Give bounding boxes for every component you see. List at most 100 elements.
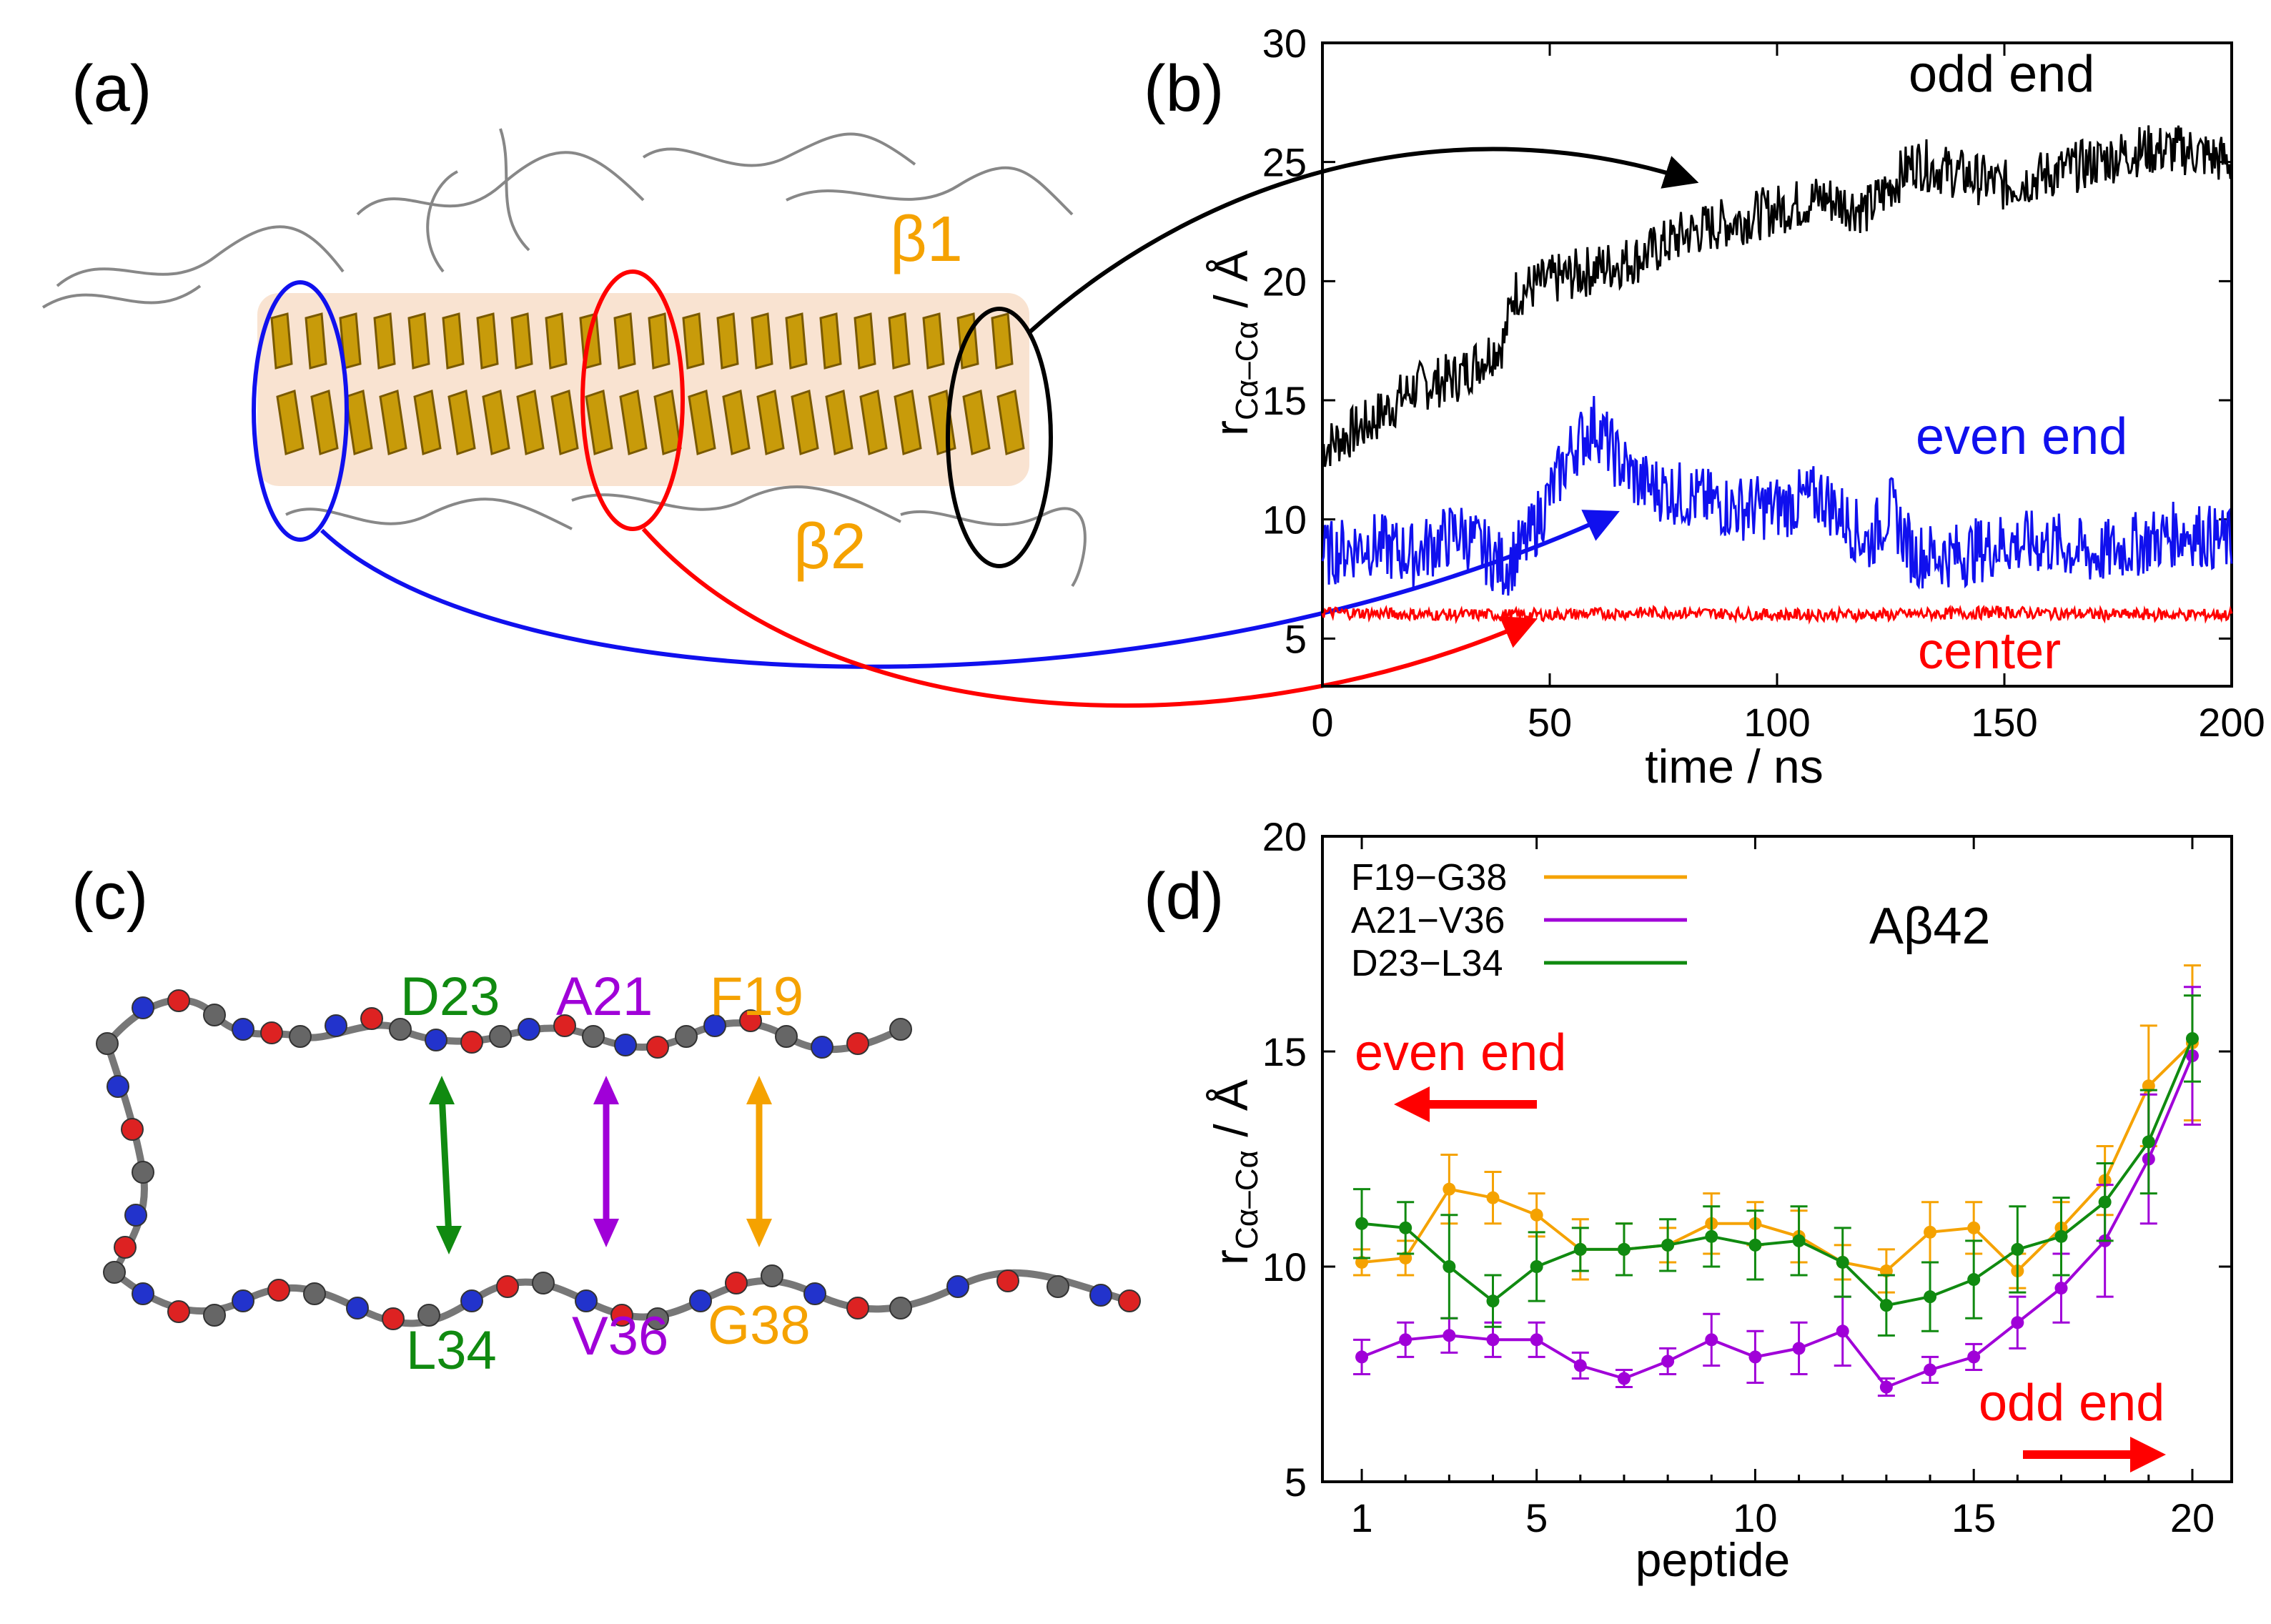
chart-d-point-D23-L34 [1836, 1255, 1849, 1269]
svg-text:rCα–Cα / Å: rCα–Cα / Å [1204, 1079, 1265, 1265]
chart-b-ylabel-sub: Cα–Cα [1229, 321, 1265, 420]
beta1-strand [854, 312, 876, 370]
odd-end-ellipse [946, 307, 1053, 568]
legend-f19-g38: F19−G38 [1351, 857, 1507, 898]
beta2-strand [310, 390, 339, 455]
backbone-atom [389, 1018, 412, 1041]
backbone-atom [425, 1029, 447, 1051]
chart-d-point-A21-V36 [1399, 1333, 1412, 1347]
chart-d-ylabel-unit: / Å [1204, 1079, 1257, 1150]
chart-b: 0 50 100 150 200 5 10 15 20 25 30 time / ns [1262, 21, 2265, 793]
coil-tangles [41, 128, 1087, 588]
residue-l34: L34 [406, 1320, 497, 1381]
chart-d-ytick-label: 5 [1285, 1460, 1307, 1505]
backbone-atom [689, 1289, 712, 1312]
chart-d-point-D23-L34 [2054, 1229, 2068, 1243]
chart-b-ytick-label: 5 [1285, 616, 1307, 661]
residue-v36: V36 [572, 1306, 668, 1367]
beta1-strand [682, 312, 705, 370]
beta2-strand [688, 390, 716, 455]
beta1-strand [407, 312, 430, 370]
backbone-atom [803, 1282, 826, 1305]
chart-d-ylabel: rCα–Cα / Å [1204, 1079, 1265, 1265]
chart-d-point-F19-G38 [1530, 1208, 1543, 1222]
even-end-arrow-d [1394, 1086, 1537, 1122]
chart-d-point-A21-V36 [1748, 1350, 1762, 1364]
chart-b-xtick-label: 150 [1971, 700, 2037, 745]
center-ellipse [580, 269, 685, 531]
panel-c-label: (c) [71, 860, 148, 933]
backbone-atom [417, 1304, 440, 1327]
backbone-atom [610, 1304, 633, 1327]
beta1-strand [819, 312, 842, 370]
backbone-atom [575, 1289, 598, 1312]
backbone-atom [1089, 1284, 1112, 1307]
odd-end-label: odd end [1979, 1375, 2164, 1432]
backbone-atom [203, 1304, 226, 1327]
beta1-strand [270, 312, 293, 370]
legend-a21-v36: A21−V36 [1351, 900, 1505, 941]
chart-d-point-D23-L34 [1399, 1221, 1412, 1234]
beta2-strand [962, 390, 991, 455]
backbone-atom [496, 1275, 519, 1298]
backbone-atom [132, 1161, 154, 1184]
chart-d-xtick-label: 5 [1525, 1495, 1548, 1540]
backbone-atom [96, 1032, 119, 1055]
chart-d-point-F19-G38 [1967, 1221, 1981, 1234]
beta1-strand [305, 312, 327, 370]
chart-d-title: Aβ42 [1869, 898, 1991, 955]
chart-d-point-F19-G38 [1355, 1255, 1369, 1269]
backbone-atom [739, 1009, 762, 1032]
chart-d-point-D23-L34 [1486, 1294, 1500, 1308]
chart-b-xtick-label: 100 [1743, 700, 1810, 745]
beta2-strand [516, 390, 545, 455]
panel-c: (c) D23 A21 F19 L34 V36 G38 [71, 860, 1141, 1381]
chart-d-point-D23-L34 [1792, 1234, 1806, 1247]
distance-f19-g38 [746, 1076, 772, 1247]
fibril-envelope [257, 293, 1029, 486]
backbone-atom [107, 1075, 129, 1098]
chart-d-point-A21-V36 [1355, 1350, 1369, 1364]
chart-d-point-A21-V36 [1617, 1372, 1631, 1385]
chart-b-series-even-end [1321, 396, 2233, 596]
even-end-label: even end [1355, 1024, 1566, 1081]
chart-d-ylabel-sub: Cα–Cα [1229, 1150, 1265, 1249]
backbone-atom [346, 1297, 369, 1320]
chart-d-point-F19-G38 [1924, 1225, 1937, 1239]
backbone-atom [846, 1032, 869, 1055]
chart-d-line-D23-L34 [1361, 1038, 2194, 1307]
chart-d-point-A21-V36 [1486, 1333, 1500, 1347]
chart-b-xtick-label: 200 [2198, 700, 2265, 745]
chart-d-point-D23-L34 [1661, 1238, 1675, 1252]
beta2-strand [996, 390, 1025, 455]
odd-end-arrow-d [2023, 1437, 2166, 1472]
beta2-strand [791, 390, 819, 455]
chart-d-ytick-label: 10 [1262, 1244, 1307, 1289]
chart-d-point-D23-L34 [2098, 1195, 2112, 1209]
residue-g38: G38 [708, 1295, 811, 1356]
panel-b-label: (b) [1144, 52, 1224, 125]
chart-b-xtick-label: 0 [1311, 700, 1333, 745]
chart-b-xtick-label: 50 [1528, 700, 1572, 745]
chart-b-ylabel-unit: / Å [1204, 250, 1257, 321]
beta2-label: β2 [793, 511, 866, 583]
chart-d-point-D23-L34 [1705, 1229, 1718, 1243]
backbone-atom [124, 1204, 147, 1227]
backbone-atom [267, 1279, 290, 1302]
chart-d-point-D23-L34 [1879, 1299, 1893, 1312]
chart-d-point-D23-L34 [2185, 1031, 2199, 1045]
backbone-atom [103, 1261, 126, 1284]
beta2-strand [276, 390, 305, 455]
backbone-atom [775, 1025, 798, 1048]
chart-d-point-D23-L34 [1573, 1242, 1587, 1256]
backbone-atom [675, 1025, 698, 1048]
chart-d-ytick-label: 15 [1262, 1029, 1307, 1074]
beta1-strand [545, 312, 568, 370]
chart-d-point-D23-L34 [2011, 1242, 2024, 1256]
chart-d-point-F19-G38 [2142, 1079, 2155, 1093]
chart-b-series-odd-end [1321, 125, 2233, 467]
beta1-strand [888, 312, 911, 370]
backbone-atom [360, 1007, 383, 1030]
residue-f19: F19 [710, 966, 803, 1027]
